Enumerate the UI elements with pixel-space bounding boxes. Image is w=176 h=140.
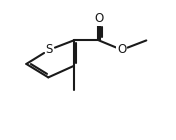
Text: S: S bbox=[45, 43, 53, 56]
Text: O: O bbox=[117, 43, 126, 56]
Text: O: O bbox=[94, 12, 104, 25]
